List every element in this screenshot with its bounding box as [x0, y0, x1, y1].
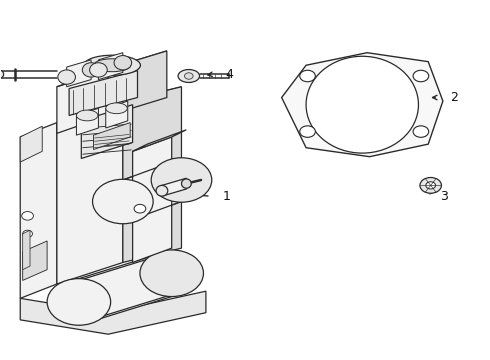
Polygon shape	[133, 137, 172, 262]
Ellipse shape	[185, 73, 193, 79]
Ellipse shape	[156, 185, 168, 196]
Polygon shape	[57, 51, 167, 87]
Polygon shape	[69, 71, 138, 116]
Circle shape	[413, 70, 429, 82]
Ellipse shape	[90, 63, 107, 77]
Polygon shape	[162, 178, 186, 196]
Circle shape	[300, 126, 316, 137]
Circle shape	[134, 204, 146, 213]
Circle shape	[22, 212, 33, 220]
Ellipse shape	[114, 55, 132, 70]
Polygon shape	[108, 51, 167, 116]
Polygon shape	[133, 130, 186, 151]
Text: 1: 1	[223, 190, 231, 203]
Polygon shape	[57, 87, 181, 123]
Polygon shape	[76, 108, 98, 135]
Polygon shape	[67, 60, 91, 87]
Ellipse shape	[94, 59, 131, 72]
Polygon shape	[282, 53, 443, 157]
Polygon shape	[106, 101, 128, 128]
Ellipse shape	[0, 71, 3, 78]
Polygon shape	[123, 158, 181, 223]
Ellipse shape	[58, 70, 75, 84]
Text: 3: 3	[441, 190, 448, 203]
Circle shape	[413, 126, 429, 137]
Circle shape	[426, 182, 436, 189]
Polygon shape	[20, 123, 57, 298]
Polygon shape	[57, 101, 123, 284]
Polygon shape	[57, 69, 108, 134]
Polygon shape	[94, 123, 130, 149]
Ellipse shape	[47, 279, 111, 325]
Text: 4: 4	[225, 68, 233, 81]
Circle shape	[300, 70, 316, 82]
Circle shape	[23, 230, 32, 237]
Polygon shape	[20, 126, 42, 162]
Polygon shape	[81, 105, 133, 158]
Polygon shape	[79, 250, 172, 325]
Text: 2: 2	[450, 91, 458, 104]
Ellipse shape	[84, 55, 141, 75]
Ellipse shape	[140, 250, 203, 297]
Ellipse shape	[181, 179, 191, 188]
Polygon shape	[23, 230, 30, 270]
Circle shape	[420, 177, 441, 193]
Ellipse shape	[106, 103, 127, 114]
Ellipse shape	[76, 110, 98, 121]
Polygon shape	[20, 291, 206, 334]
Polygon shape	[23, 241, 47, 280]
Ellipse shape	[151, 158, 212, 202]
Ellipse shape	[82, 63, 100, 77]
Ellipse shape	[93, 179, 153, 224]
Ellipse shape	[178, 69, 199, 82]
Ellipse shape	[306, 56, 418, 153]
Polygon shape	[123, 87, 181, 262]
Polygon shape	[98, 53, 123, 80]
